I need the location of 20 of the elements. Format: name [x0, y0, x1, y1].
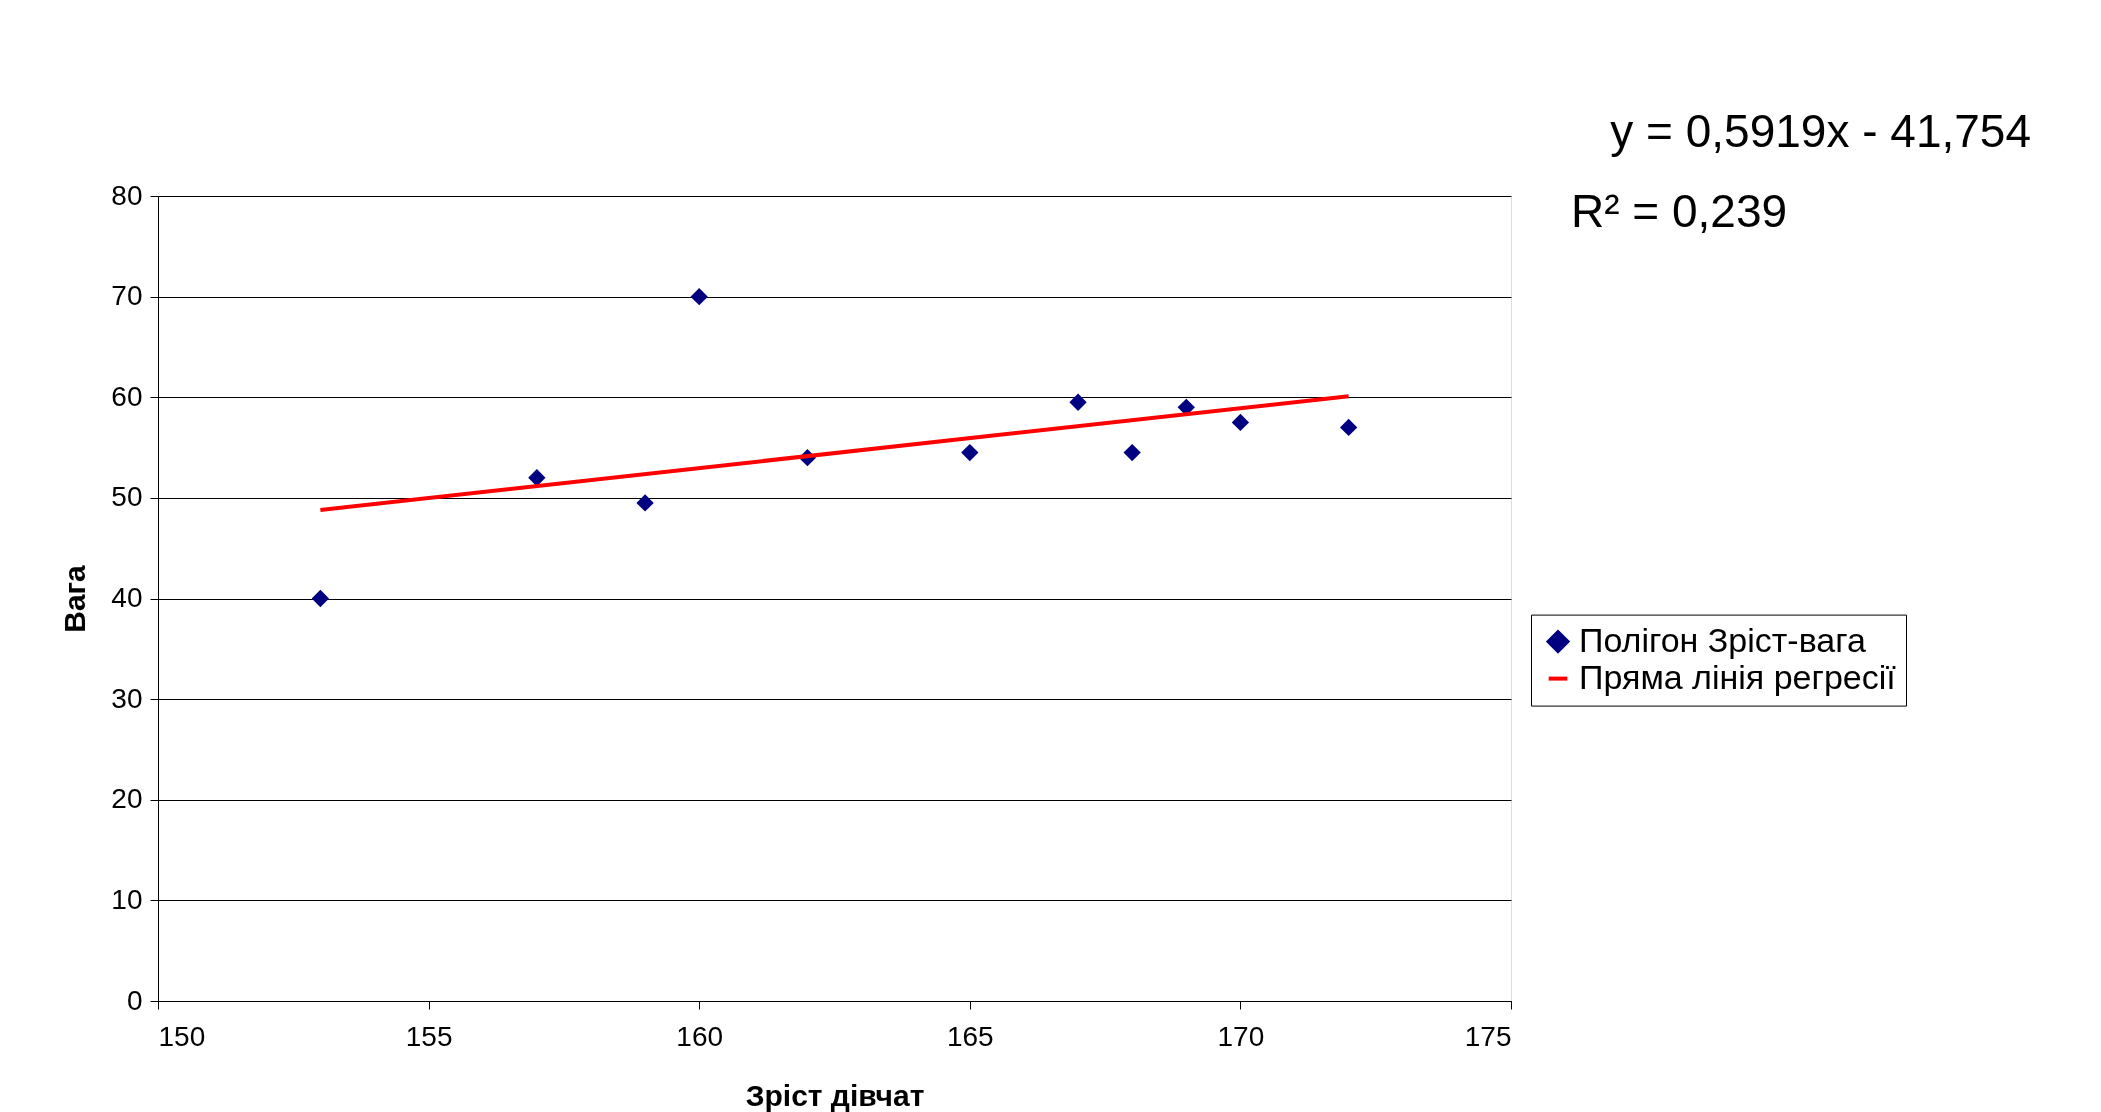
y-tick-label: 20 — [111, 783, 143, 815]
y-tick-label: 80 — [111, 179, 143, 211]
y-tick-label: 30 — [111, 682, 143, 714]
text: y = 0,5919x - 41,754 — [1610, 105, 2031, 157]
y-tick-label: 0 — [126, 984, 143, 1016]
x-tick-label: 170 — [1217, 1020, 1265, 1052]
x-tick-label: 155 — [405, 1020, 453, 1052]
y-tick-label: 10 — [111, 883, 143, 915]
x-tick-label: 175 — [1464, 1020, 1512, 1052]
x-tick-label: 160 — [676, 1020, 724, 1052]
y-tick-label: 70 — [111, 280, 143, 312]
legend-label: Полігон Зріст-вага — [1579, 620, 1866, 659]
x-axis-title: Зріст дівчат — [745, 1078, 925, 1112]
y-tick-label: 50 — [111, 481, 143, 513]
x-tick-label: 165 — [946, 1020, 994, 1052]
y-axis-title: Вага — [58, 564, 92, 633]
y-tick-label: 60 — [111, 380, 143, 412]
text: R² = 0,239 — [1571, 185, 1788, 237]
y-tick-label: 40 — [111, 582, 143, 613]
x-tick-label: 150 — [158, 1020, 206, 1052]
